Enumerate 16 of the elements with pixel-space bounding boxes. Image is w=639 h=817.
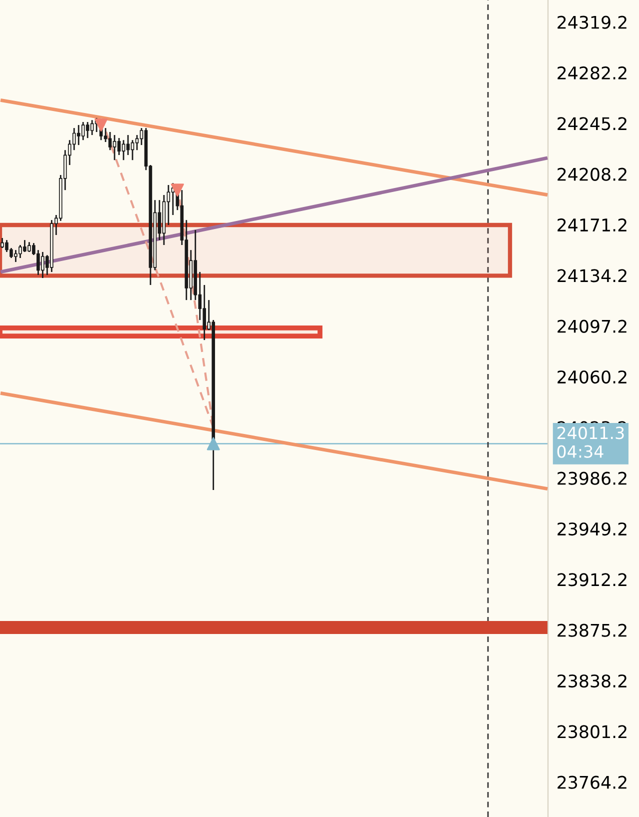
y-tick-label: 24060.2 — [558, 370, 626, 384]
y-tick-label: 23912.2 — [558, 573, 626, 586]
y-tick-label: 24097.2 — [558, 320, 626, 333]
y-tick-label: 23801.2 — [558, 725, 626, 738]
y-tick-label: 23986.2 — [558, 472, 626, 485]
y-tick-label: 23838.2 — [558, 674, 626, 688]
y-tick-label: 24171.2 — [558, 218, 626, 232]
y-tick-label: 23949.2 — [558, 522, 626, 536]
ref-line-label: 24011.3 04:34 — [557, 426, 624, 458]
y-tick-label: 24282.2 — [558, 66, 626, 80]
y-tick-label: 24319.2 — [558, 16, 626, 29]
y-tick-label: 24134.2 — [558, 269, 626, 282]
y-tick-label: 24245.2 — [558, 117, 626, 130]
y-tick-label: 23764.2 — [558, 776, 626, 789]
y-tick-label: 23875.2 — [558, 624, 626, 637]
y-tick-label: 24208.2 — [558, 168, 626, 181]
